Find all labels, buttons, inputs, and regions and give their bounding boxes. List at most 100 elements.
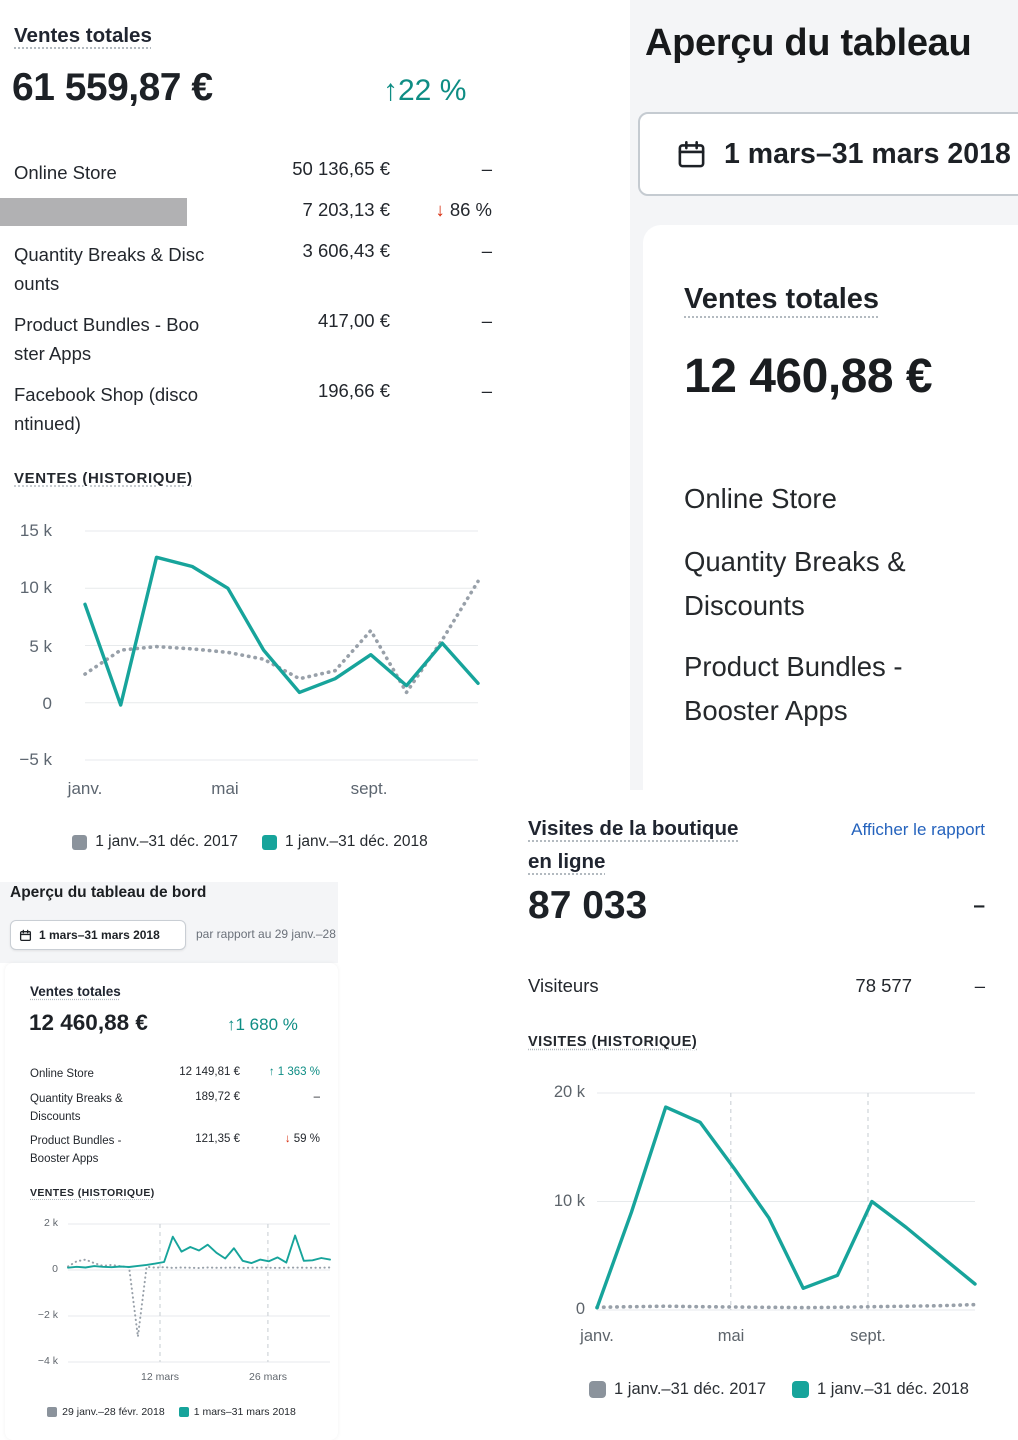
up-arrow-icon: ↑ (227, 1015, 236, 1034)
metric-delta: – (973, 894, 985, 917)
channel-item: Online Store (684, 483, 837, 514)
y-axis-label: −5 k (19, 750, 52, 769)
x-axis-label: sept. (350, 779, 388, 798)
date-range-label: 1 mars–31 mars 2018 (39, 928, 160, 942)
up-arrow-icon: ↑ (383, 74, 398, 107)
redacted-bar (0, 198, 187, 226)
panel-visits: Visites de la boutique en ligne Afficher… (510, 790, 1018, 1440)
channel-value: 189,72 € (195, 1091, 240, 1103)
x-axis-label: 12 mars (141, 1371, 179, 1383)
chart-legend: 29 janv.–28 févr. 2018 1 mars–31 mars 20… (5, 1406, 338, 1418)
channel-value: 50 136,65 € (292, 158, 390, 179)
channel-label: Product Bundles - Booster Apps (30, 1135, 122, 1165)
chart-section-header: VENTES (HISTORIQUE) (30, 1187, 155, 1199)
channel-label: Quantity Breaks & Discounts (30, 1093, 123, 1123)
visits-history-chart (595, 1092, 977, 1311)
y-axis-label: 0 (52, 1263, 58, 1275)
x-axis-label: mai (717, 1327, 745, 1345)
legend-item-current: 1 mars–31 mars 2018 (178, 1406, 296, 1418)
channel-value: 12 149,81 € (179, 1066, 240, 1078)
visitors-value: 78 577 (855, 975, 912, 996)
panel-sales-year: Ventes totales 61 559,87 € ↑22 % Online … (0, 0, 510, 882)
channel-label: Online Store (14, 162, 117, 183)
legend-item-2017: 1 janv.–31 déc. 2017 (72, 833, 238, 851)
channel-value: 7 203,13 € (302, 199, 390, 220)
date-range-picker[interactable]: 1 mars–31 mars 2018 (10, 920, 186, 950)
sales-history-chart (83, 530, 480, 761)
calendar-icon (676, 139, 707, 170)
card-total: 12 460,88 € (29, 1010, 148, 1035)
card-total: 12 460,88 € (684, 350, 933, 403)
y-axis-label: 15 k (19, 521, 52, 540)
legend-item-2017: 1 janv.–31 déc. 2017 (589, 1380, 766, 1399)
card-delta: ↑1 680 % (227, 1015, 298, 1034)
channel-value: 417,00 € (317, 310, 390, 331)
metric-total: 61 559,87 € (12, 66, 213, 109)
date-range-picker[interactable]: 1 mars–31 mars 2018 (638, 112, 1018, 196)
y-axis-label: 0 (575, 1300, 585, 1318)
metric-title: Visites de la boutique en ligne (528, 817, 739, 873)
channel-value: 121,35 € (195, 1133, 240, 1145)
y-axis-label: 0 (42, 694, 52, 713)
chart-legend: 1 janv.–31 déc. 2017 1 janv.–31 déc. 201… (540, 1380, 1018, 1399)
calendar-icon (19, 929, 32, 942)
channel-delta: ↓ 86 % (435, 199, 492, 220)
x-axis-label: janv. (67, 779, 103, 798)
y-axis-label: 2 k (43, 1217, 58, 1229)
metric-total: 87 033 (528, 884, 648, 927)
down-arrow-icon: ↓ (284, 1133, 291, 1145)
channel-item: Quantity Breaks & Discounts (684, 546, 906, 621)
metric-delta: ↑22 % (383, 74, 467, 107)
channel-item: Product Bundles - Booster Apps (684, 651, 903, 726)
y-axis-label: 20 k (553, 1083, 585, 1101)
y-axis-label: 5 k (29, 637, 52, 656)
panel-dashboard-overview-zoom: Aperçu du tableau 1 mars–31 mars 2018 Ve… (630, 0, 1018, 790)
page-title: Aperçu du tableau (645, 22, 972, 64)
compare-period-text: par rapport au 29 janv.–28 (196, 927, 336, 941)
legend-item-2018: 1 janv.–31 déc. 2018 (262, 833, 428, 851)
channel-label: Online Store (30, 1068, 94, 1080)
legend-swatch-compare (47, 1407, 58, 1417)
legend-swatch-2018 (262, 834, 277, 850)
channel-delta: – (481, 158, 492, 179)
visitors-label: Visiteurs (528, 975, 599, 996)
sales-history-chart-small (67, 1223, 331, 1363)
channel-value: 3 606,43 € (302, 240, 390, 261)
channel-label: Product Bundles - Booster Apps (14, 314, 200, 364)
x-axis-label: 26 mars (249, 1371, 287, 1383)
date-range-label: 1 mars–31 mars 2018 (724, 137, 1011, 170)
x-axis-label: sept. (850, 1327, 886, 1345)
y-axis-label: −2 k (37, 1309, 58, 1321)
down-arrow-icon: ↓ (435, 199, 445, 220)
channel-delta: – (481, 310, 492, 331)
chart-section-header: VENTES (HISTORIQUE) (14, 470, 193, 487)
sales-totals-card: Ventes totales 12 460,88 € Online Store … (643, 225, 1018, 790)
channel-delta: ↓ 59 % (284, 1133, 320, 1145)
legend-swatch-2017 (72, 834, 88, 850)
page-title-small: Aperçu du tableau de bord (10, 884, 207, 901)
chart-section-header: VISITES (HISTORIQUE) (528, 1034, 698, 1050)
legend-swatch-current (178, 1407, 189, 1417)
channel-delta: ↑ 1 363 % (268, 1066, 320, 1078)
y-axis-label: −4 k (37, 1355, 58, 1367)
card-title: Ventes totales (30, 984, 121, 999)
panel-dashboard-overview-header: Aperçu du tableau de bord 1 mars–31 mars… (0, 882, 338, 963)
channel-label: Quantity Breaks & Discounts (14, 244, 205, 294)
visitors-delta: – (974, 975, 985, 996)
channel-value: 196,66 € (317, 380, 390, 401)
metric-title: Ventes totales (14, 24, 152, 48)
channel-delta: – (481, 240, 492, 261)
up-arrow-icon: ↑ (268, 1066, 275, 1078)
legend-item-compare: 29 janv.–28 févr. 2018 (47, 1406, 165, 1418)
legend-swatch-2018 (792, 1381, 809, 1398)
x-axis-label: janv. (580, 1327, 614, 1345)
view-report-link[interactable]: Afficher le rapport (851, 820, 985, 839)
panel-sales-card-small: Ventes totales 12 460,88 € ↑1 680 % Onli… (5, 963, 338, 1440)
chart-legend: 1 janv.–31 déc. 2017 1 janv.–31 déc. 201… (0, 833, 500, 851)
metric-title-text: Ventes totales (14, 24, 152, 47)
channel-delta: – (313, 1091, 320, 1103)
card-title: Ventes totales (684, 283, 880, 315)
y-axis-label: 10 k (553, 1192, 585, 1210)
x-axis-label: mai (211, 779, 239, 798)
